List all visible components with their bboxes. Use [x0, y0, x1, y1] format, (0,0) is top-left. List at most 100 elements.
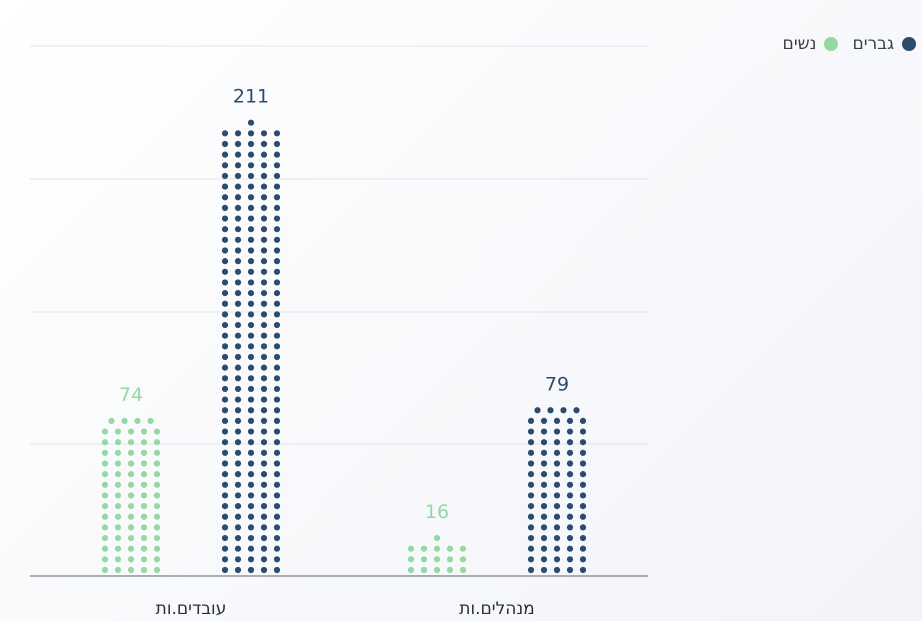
dot-men	[247, 204, 255, 211]
dot-women	[433, 534, 441, 542]
dot-men	[247, 258, 255, 265]
dot-men	[247, 332, 255, 339]
dot-men	[527, 417, 535, 424]
dot-women	[127, 534, 135, 542]
dot-men	[260, 140, 268, 148]
dot-women	[101, 460, 109, 467]
dot-men	[260, 236, 268, 243]
dot-men	[260, 439, 268, 446]
dot-men	[566, 417, 574, 424]
dot-men	[566, 545, 574, 552]
dot-men	[566, 566, 574, 574]
dot-women	[127, 471, 135, 478]
dot-men	[273, 534, 281, 542]
legend-item-men[interactable]: גברים	[852, 34, 916, 54]
dot-men	[273, 290, 281, 297]
dot-men	[260, 492, 268, 499]
dot-women	[446, 556, 454, 563]
dot-men	[527, 481, 535, 488]
dot-men	[273, 226, 281, 233]
dot-women	[140, 556, 148, 563]
dot-men	[234, 396, 242, 403]
dot-men	[234, 332, 242, 339]
dot-men	[566, 481, 574, 488]
dot-men	[221, 471, 229, 478]
dot-women	[114, 545, 122, 552]
dot-men	[540, 449, 548, 456]
dot-men	[553, 439, 561, 446]
dot-women	[153, 513, 161, 520]
dot-men	[566, 428, 574, 435]
dot-men	[527, 449, 535, 456]
dot-men	[234, 375, 242, 382]
dot-men	[273, 279, 281, 286]
dot-men	[247, 556, 255, 563]
dot-men	[260, 417, 268, 424]
dot-men	[247, 439, 255, 446]
dot-men	[247, 417, 255, 424]
dot-men	[234, 439, 242, 446]
dot-men	[247, 481, 255, 488]
dot-men	[260, 194, 268, 201]
dot-women	[127, 481, 135, 488]
dot-women	[153, 460, 161, 467]
dot-men	[221, 407, 229, 414]
dot-men	[260, 449, 268, 456]
dot-men	[273, 471, 281, 478]
dot-men	[221, 428, 229, 435]
dot-men	[260, 343, 268, 350]
dot-men	[234, 364, 242, 371]
dot-men	[273, 332, 281, 339]
dot-women	[140, 492, 148, 499]
dot-women	[140, 545, 148, 552]
dot-women	[407, 566, 415, 574]
dot-men	[221, 343, 229, 350]
dot-women	[101, 545, 109, 552]
dot-men	[260, 407, 268, 414]
dot-men	[566, 556, 574, 563]
dot-men	[260, 258, 268, 265]
dot-men	[247, 566, 255, 574]
dot-men	[234, 215, 242, 222]
dot-women	[114, 513, 122, 520]
dot-men	[234, 290, 242, 297]
dot-men	[553, 471, 561, 478]
dot-men	[540, 524, 548, 531]
dot-men	[234, 226, 242, 233]
dot-men	[234, 300, 242, 307]
legend: גברים נשים	[783, 34, 916, 54]
dot-women	[127, 460, 135, 467]
dot-women	[153, 556, 161, 563]
dot-women	[153, 449, 161, 456]
dot-men	[566, 492, 574, 499]
dot-women	[101, 566, 109, 574]
dot-men	[553, 481, 561, 488]
dot-men	[247, 407, 255, 414]
dot-men	[234, 279, 242, 286]
dot-men	[234, 321, 242, 329]
dot-men	[221, 417, 229, 424]
dot-men	[527, 556, 535, 563]
dot-men	[260, 151, 268, 158]
dot-men	[273, 439, 281, 446]
dot-men	[553, 449, 561, 456]
dot-men	[579, 428, 587, 435]
dot-men	[221, 566, 229, 574]
dot-women	[446, 566, 454, 574]
dot-men	[260, 247, 268, 254]
dot-men	[260, 556, 268, 563]
dot-men	[273, 311, 281, 318]
dot-men	[273, 343, 281, 350]
dot-men	[560, 407, 567, 414]
data-label: 74	[119, 384, 143, 406]
dot-men	[566, 524, 574, 531]
dot-men	[540, 481, 548, 488]
dot-men	[553, 460, 561, 467]
dot-women	[101, 471, 109, 478]
dot-men	[540, 534, 548, 542]
dot-women	[459, 566, 467, 574]
dot-women	[420, 545, 428, 552]
dot-men	[566, 471, 574, 478]
dot-men	[221, 194, 229, 201]
legend-item-women[interactable]: נשים	[783, 34, 839, 54]
